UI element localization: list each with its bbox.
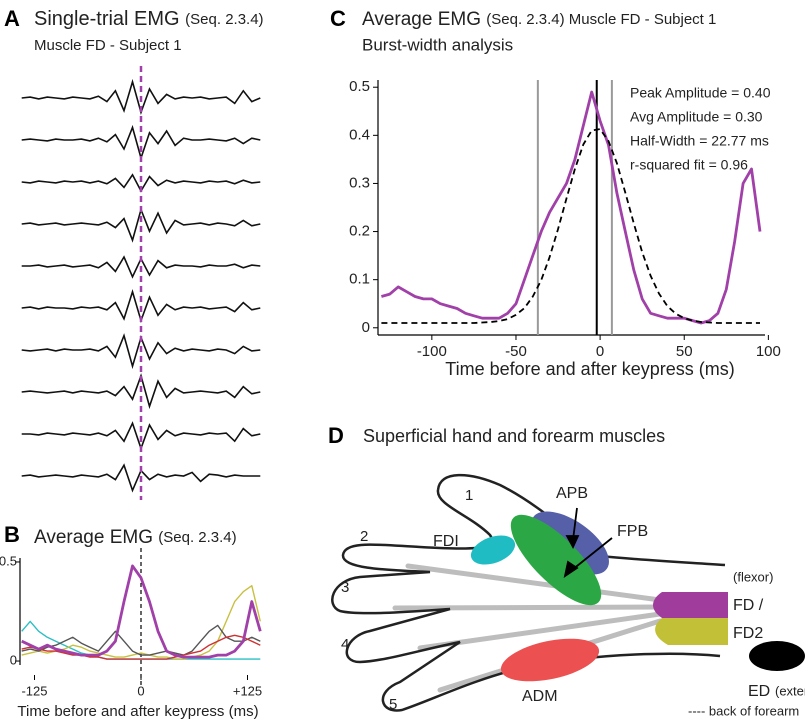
series-line — [381, 90, 762, 325]
chart-title: Average EMG (Seq. 2.3.4) Muscle FD - Sub… — [362, 9, 716, 30]
y-tick-label: 0.4 — [349, 126, 370, 143]
muscle-label: FD2 — [733, 625, 763, 642]
muscle-label: APB — [556, 485, 588, 502]
x-tick-label: -50 — [505, 343, 527, 360]
note: (extensor) — [775, 683, 805, 698]
y-tick-label: 0.5 — [0, 553, 17, 568]
finger-label: 4 — [341, 636, 349, 653]
x-axis-label: Time before and after keypress (ms) — [445, 359, 734, 379]
series-line — [21, 634, 261, 660]
x-tick-label: -100 — [417, 343, 447, 360]
muscle-label: ADM — [522, 688, 558, 705]
y-tick-label: 0 — [10, 652, 17, 667]
series-line — [21, 624, 261, 656]
annotation: r-squared fit = 0.96 — [630, 157, 748, 173]
adm-muscle — [500, 638, 600, 682]
title-note: (Seq. 2.3.4) — [158, 529, 236, 546]
panel-label: B — [4, 522, 20, 547]
note: (flexor) — [733, 569, 773, 584]
emg-trace — [21, 373, 261, 410]
annotation: Avg Amplitude = 0.30 — [630, 109, 763, 125]
finger-label: 1 — [465, 487, 473, 504]
emg-trace — [21, 207, 261, 243]
title: Single-trial EMG — [34, 8, 180, 30]
muscle-label: FDI — [433, 533, 459, 550]
y-tick-label: 0.3 — [349, 174, 370, 191]
y-tick-label: 0 — [362, 319, 370, 336]
subtitle: Burst-width analysis — [362, 35, 513, 54]
title: Average EMG — [362, 9, 481, 30]
y-tick-label: 0.5 — [349, 78, 370, 95]
panel-label: D — [328, 423, 344, 448]
annotation: Half-Width = 22.77 ms — [630, 133, 769, 149]
ed-muscle — [749, 641, 805, 671]
x-tick-label: +125 — [233, 683, 262, 698]
series-line — [381, 128, 760, 324]
fpb-muscle — [510, 514, 602, 606]
fdi-muscle — [470, 535, 516, 565]
x-tick-label: -125 — [21, 683, 47, 698]
x-axis-label: Time before and after keypress (ms) — [17, 703, 258, 720]
finger-label: 3 — [341, 579, 349, 596]
y-tick-label: 0.1 — [349, 271, 370, 288]
muscle-label: FPB — [617, 523, 648, 540]
title-note: (Seq. 2.3.4) — [185, 11, 263, 28]
hand-outline — [331, 473, 726, 712]
hand-diagram — [331, 473, 805, 712]
finger-label: 5 — [389, 696, 397, 713]
chart-title: Average EMG (Seq. 2.3.4) — [34, 527, 237, 548]
finger-label: 2 — [360, 528, 368, 545]
panel-label: C — [330, 6, 346, 31]
annotation: Peak Amplitude = 0.40 — [630, 85, 771, 101]
fd2-muscle — [655, 618, 728, 645]
emg-trace — [21, 78, 261, 116]
fd-muscle — [653, 592, 728, 618]
muscle-label: FD / — [733, 597, 764, 614]
muscle-label: ED — [748, 683, 770, 700]
x-tick-label: 0 — [596, 343, 604, 360]
chart-title: Single-trial EMG (Seq. 2.3.4) — [34, 8, 264, 30]
x-tick-label: 0 — [137, 683, 144, 698]
x-tick-label: 100 — [756, 343, 781, 360]
title-note: (Seq. 2.3.4) Muscle FD - Subject 1 — [486, 11, 716, 28]
diagram-title: Superficial hand and forearm muscles — [363, 426, 665, 446]
arrows — [563, 507, 613, 578]
note: ---- back of forearm — [688, 703, 799, 718]
x-tick-label: 50 — [676, 343, 693, 360]
panel-label: A — [4, 6, 20, 31]
series-line — [21, 564, 262, 659]
y-tick-label: 0.2 — [349, 223, 370, 240]
title: Average EMG — [34, 527, 153, 548]
subtitle: Muscle FD - Subject 1 — [34, 37, 182, 54]
